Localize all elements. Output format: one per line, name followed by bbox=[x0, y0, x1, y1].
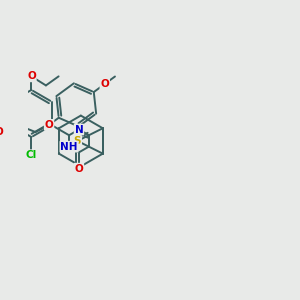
Text: S: S bbox=[74, 136, 81, 146]
Text: O: O bbox=[27, 71, 36, 81]
Text: Cl: Cl bbox=[26, 150, 37, 160]
Text: O: O bbox=[75, 164, 83, 174]
Text: O: O bbox=[45, 120, 53, 130]
Text: O: O bbox=[100, 79, 109, 89]
Text: O: O bbox=[0, 127, 4, 137]
Text: N: N bbox=[75, 124, 83, 134]
Text: NH: NH bbox=[60, 142, 78, 152]
